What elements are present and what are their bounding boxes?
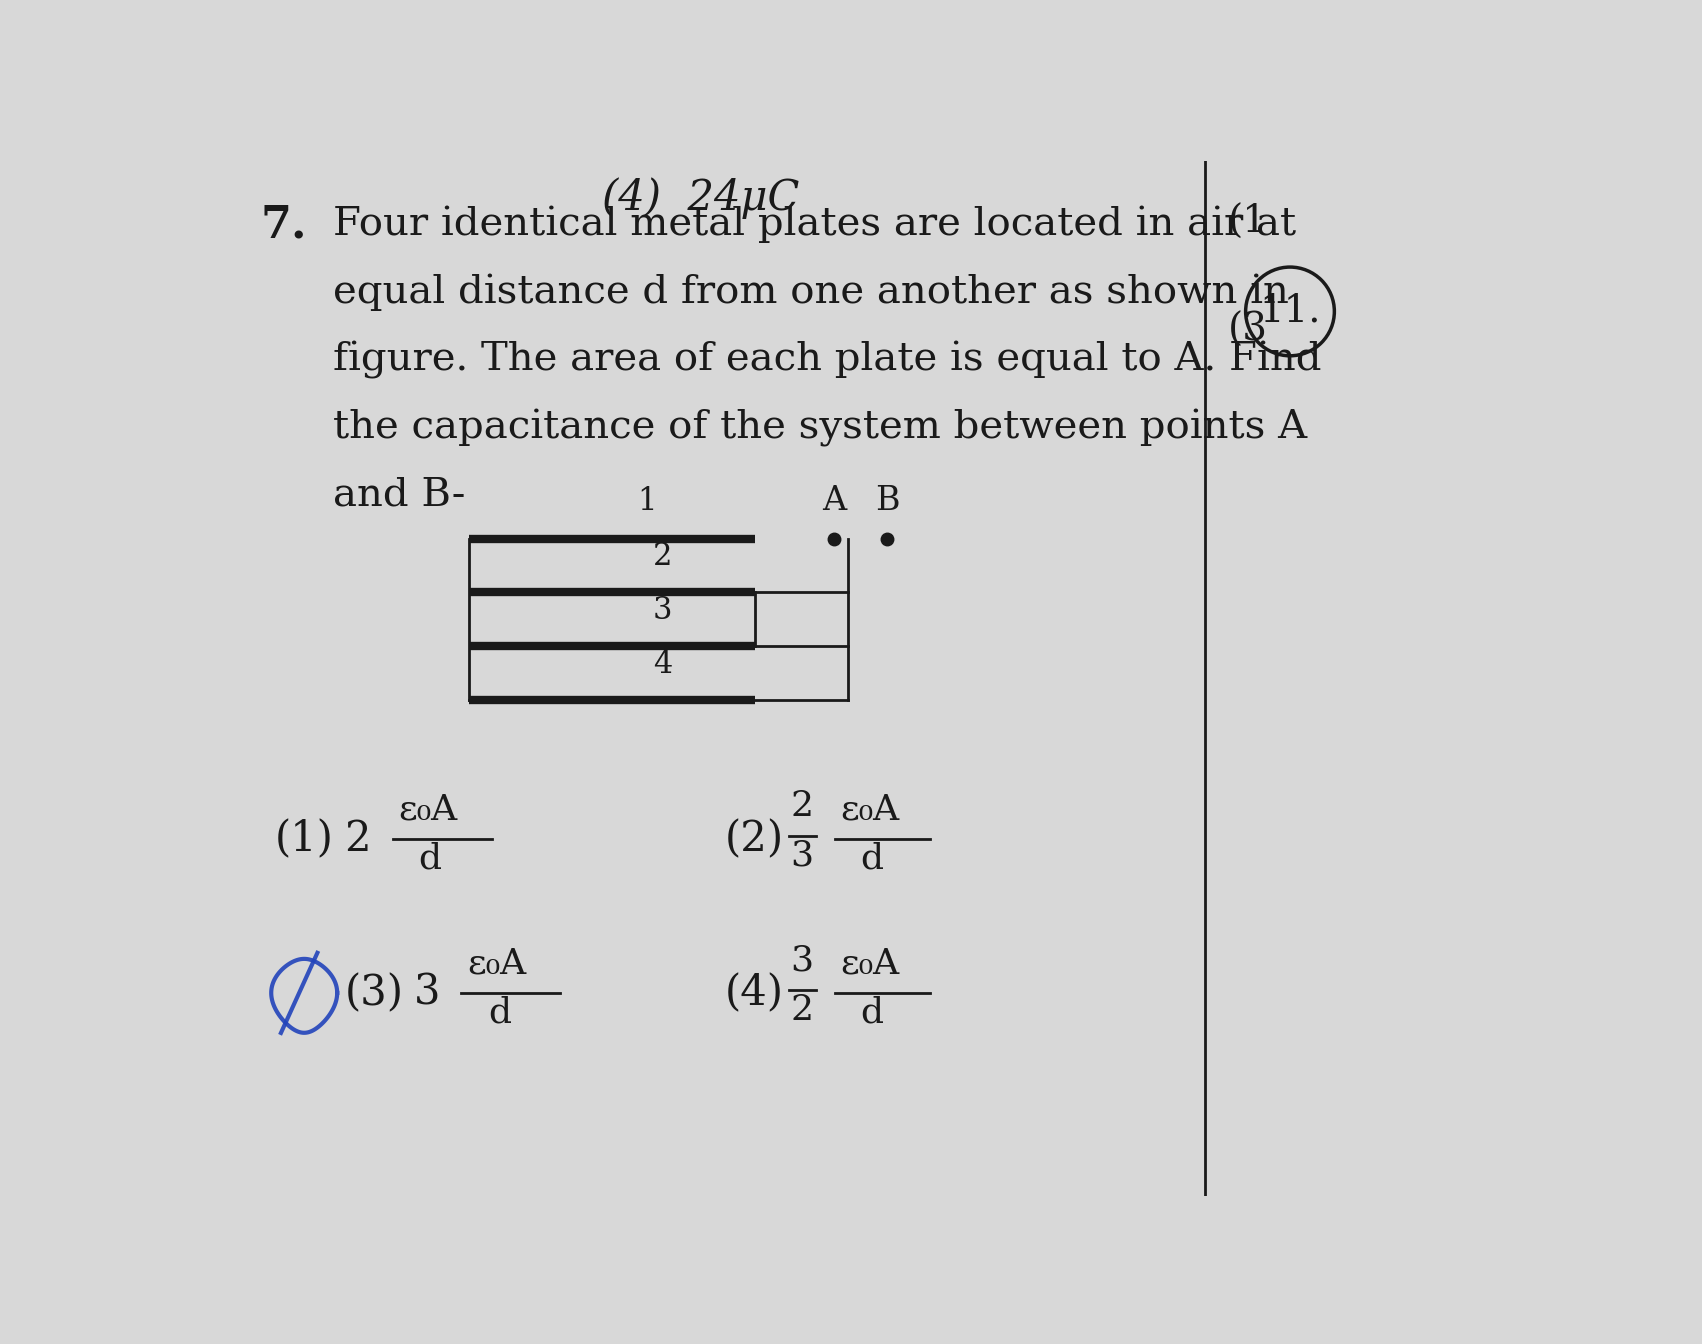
- Text: 11.: 11.: [1259, 293, 1321, 329]
- Text: d: d: [860, 841, 883, 876]
- Text: (3: (3: [1229, 312, 1268, 348]
- Text: ε₀A: ε₀A: [841, 793, 900, 827]
- Text: d: d: [860, 996, 883, 1030]
- Text: B: B: [875, 485, 899, 517]
- Text: A: A: [822, 485, 846, 517]
- Text: 2: 2: [344, 818, 371, 860]
- Text: (1: (1: [1229, 204, 1268, 241]
- Text: d: d: [419, 841, 441, 876]
- Text: 3: 3: [790, 943, 814, 977]
- Text: 3: 3: [414, 972, 441, 1013]
- Text: 2: 2: [652, 542, 672, 573]
- Text: 2: 2: [790, 789, 814, 824]
- Text: 3: 3: [790, 839, 814, 872]
- Text: ε₀A: ε₀A: [841, 946, 900, 981]
- Text: 2: 2: [790, 993, 814, 1027]
- Text: ε₀A: ε₀A: [466, 946, 526, 981]
- Text: equal distance d from one another as shown in: equal distance d from one another as sho…: [334, 274, 1288, 312]
- Text: the capacitance of the system between points A: the capacitance of the system between po…: [334, 409, 1307, 448]
- Text: (4): (4): [725, 972, 783, 1013]
- Text: figure. The area of each plate is equal to A. Find: figure. The area of each plate is equal …: [334, 341, 1321, 379]
- Text: ε₀A: ε₀A: [398, 793, 458, 827]
- Text: d: d: [488, 996, 511, 1030]
- Text: (2): (2): [725, 818, 783, 860]
- Text: (4)  24μC: (4) 24μC: [603, 176, 800, 219]
- Text: 1: 1: [637, 487, 657, 517]
- Text: 7.: 7.: [260, 204, 308, 247]
- Text: 4: 4: [652, 649, 672, 680]
- Text: and B-: and B-: [334, 477, 465, 513]
- Text: (1): (1): [274, 818, 334, 860]
- Text: Four identical metal plates are located in air at: Four identical metal plates are located …: [334, 206, 1295, 243]
- Text: 3: 3: [652, 595, 672, 626]
- Text: (3): (3): [344, 972, 403, 1013]
